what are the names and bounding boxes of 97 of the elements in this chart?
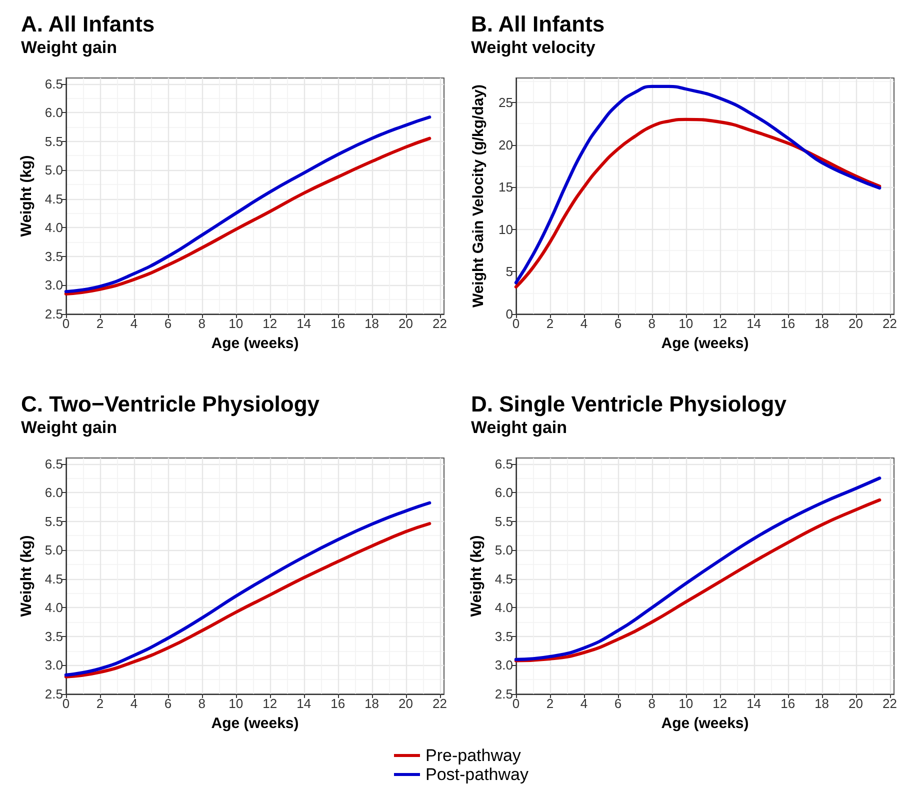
x-tick-label: 22 [882,316,897,331]
y-tick-label: 6.0 [494,485,513,500]
x-tick-label: 6 [164,696,172,711]
y-tick-label: 3.0 [44,278,63,293]
y-tick-label: 2.5 [494,686,513,702]
x-tick-label: 2 [96,696,104,711]
y-tick-label: 6.5 [44,456,63,472]
chart-title: C. Two−Ventricle Physiology [21,392,320,416]
y-tick-label: 5.5 [44,134,63,149]
x-tick-label: 14 [296,696,312,711]
y-tick-label: 4.5 [44,191,63,206]
y-tick-label: 3.0 [44,658,63,673]
y-tick-label: 25 [498,95,513,110]
y-tick-label: 0 [506,306,513,322]
y-axis-title: Weight Gain Velocity (g/kg/day) [470,84,487,308]
x-tick-label: 18 [814,316,830,331]
y-axis-title: Weight (kg) [468,535,486,617]
x-tick-label: 16 [330,696,346,711]
y-axis-title: Weight (kg) [18,535,36,617]
x-tick-label: 14 [296,316,312,331]
y-tick-label: 3.5 [44,248,63,264]
x-tick-label: 8 [648,316,656,331]
y-tick-label: 6.5 [44,76,63,92]
y-tick-label: 5.5 [44,514,63,529]
x-tick-label: 18 [814,696,830,711]
x-tick-label: 10 [228,696,244,711]
y-tick-label: 10 [498,222,513,237]
x-tick-label: 14 [746,696,762,711]
x-tick-label: 16 [780,316,796,331]
x-axis-title: Age (weeks) [661,335,749,352]
y-tick-label: 6.0 [44,485,63,500]
x-tick-label: 22 [432,316,447,331]
x-tick-label: 12 [262,316,278,331]
y-tick-label: 5.0 [44,542,63,558]
x-tick-label: 16 [780,696,796,711]
y-tick-label: 5.0 [44,162,63,178]
x-tick-label: 12 [712,316,728,331]
y-tick-label: 6.5 [494,456,513,472]
x-tick-label: 4 [130,696,138,711]
x-tick-label: 8 [648,696,656,711]
x-tick-label: 14 [746,316,762,331]
x-tick-label: 12 [262,696,278,711]
chart-title: A. All Infants [21,12,155,36]
y-tick-label: 2.5 [44,686,63,702]
x-axis-title: Age (weeks) [211,335,299,352]
x-tick-label: 10 [678,316,694,331]
legend-label: Pre-pathway [426,746,521,766]
x-tick-label: 20 [848,316,864,331]
y-tick-label: 15 [498,180,513,195]
y-tick-label: 3.5 [494,628,513,644]
y-tick-label: 3.0 [494,658,513,673]
y-tick-label: 5.5 [494,514,513,529]
x-tick-label: 2 [546,316,554,331]
y-tick-label: 5.0 [494,542,513,558]
x-tick-label: 20 [848,696,864,711]
chart-subtitle: Weight gain [21,38,118,57]
x-tick-label: 8 [198,316,206,331]
y-tick-label: 3.5 [44,628,63,644]
x-tick-label: 2 [546,696,554,711]
x-tick-label: 6 [164,316,172,331]
x-tick-label: 10 [678,696,694,711]
line-series [514,118,882,289]
x-tick-label: 4 [130,316,138,331]
x-tick-label: 8 [198,696,206,711]
chart-subtitle: Weight gain [21,418,118,437]
x-tick-label: 18 [364,696,380,711]
y-tick-label: 20 [498,137,513,152]
x-tick-label: 18 [364,316,380,331]
x-tick-label: 12 [712,696,728,711]
y-tick-label: 5 [506,264,513,280]
x-tick-label: 4 [580,696,588,711]
legend-label: Post-pathway [426,764,528,784]
y-tick-label: 4.0 [44,220,63,236]
x-tick-label: 22 [882,696,897,711]
chart-title: B. All Infants [471,12,605,36]
y-axis-title: Weight (kg) [18,155,36,237]
line-series [514,84,882,284]
chart-subtitle: Weight gain [471,418,568,437]
x-tick-label: 4 [580,316,588,331]
x-axis-title: Age (weeks) [661,715,749,732]
y-tick-label: 2.5 [44,306,63,322]
x-tick-label: 20 [398,696,414,711]
x-axis-title: Age (weeks) [211,715,299,732]
x-tick-label: 6 [614,696,622,711]
chart-subtitle: Weight velocity [471,38,596,57]
x-tick-label: 22 [432,696,447,711]
y-tick-label: 4.0 [494,600,513,616]
x-tick-label: 6 [614,316,622,331]
y-tick-label: 4.5 [494,571,513,586]
y-tick-label: 4.5 [44,571,63,586]
chart-title: D. Single Ventricle Physiology [471,392,788,416]
y-tick-label: 4.0 [44,600,63,616]
x-tick-label: 2 [96,316,104,331]
x-tick-label: 16 [330,316,346,331]
y-tick-label: 6.0 [44,105,63,120]
x-tick-label: 10 [228,316,244,331]
x-tick-label: 20 [398,316,414,331]
